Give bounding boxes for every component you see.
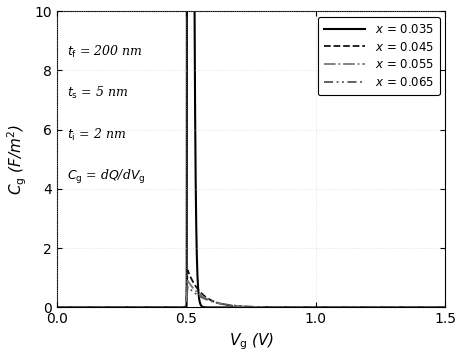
- $x$ = 0.065: [289, 305, 295, 309]
- Text: $t_\mathrm{s}$ = 5 nm: $t_\mathrm{s}$ = 5 nm: [67, 85, 128, 101]
- $x$ = 0.045: [289, 305, 295, 310]
- $x$ = 0.045: [238, 304, 243, 309]
- $x$ = 0.065: [54, 305, 60, 310]
- $x$ = 0.045: [332, 305, 338, 310]
- $x$ = 0.055: [304, 305, 309, 310]
- $x$ = 0.055: [443, 305, 448, 310]
- $x$ = 0.045: [151, 305, 157, 310]
- Text: $t_\mathrm{f}$ = 200 nm: $t_\mathrm{f}$ = 200 nm: [67, 44, 143, 60]
- $x$ = 0.035: [238, 305, 243, 310]
- $x$ = 0.035: [332, 305, 338, 310]
- $x$ = 0.055: [418, 305, 423, 310]
- $x$ = 0.055: [185, 279, 190, 283]
- $x$ = 0.055: [151, 305, 157, 310]
- $x$ = 0.035: [289, 305, 295, 310]
- Y-axis label: $C_\mathrm{g}$ (F/m$^2$): $C_\mathrm{g}$ (F/m$^2$): [6, 124, 29, 195]
- $x$ = 0.065: [304, 305, 309, 310]
- Text: $t_\mathrm{i}$ = 2 nm: $t_\mathrm{i}$ = 2 nm: [67, 127, 126, 143]
- $x$ = 0.065: [151, 305, 157, 310]
- $x$ = 0.045: [418, 305, 423, 310]
- $x$ = 0.055: [238, 304, 243, 309]
- $x$ = 0.035: [304, 305, 309, 310]
- Line: $x$ = 0.055: $x$ = 0.055: [57, 281, 445, 308]
- $x$ = 0.065: [332, 305, 338, 310]
- $x$ = 0.065: [238, 304, 243, 308]
- $x$ = 0.055: [289, 305, 295, 310]
- $x$ = 0.035: [54, 305, 60, 310]
- Text: $C_\mathrm{g}$ = d$Q$/d$V_\mathrm{g}$: $C_\mathrm{g}$ = d$Q$/d$V_\mathrm{g}$: [67, 168, 146, 186]
- $x$ = 0.045: [443, 305, 448, 310]
- $x$ = 0.035: [151, 305, 157, 310]
- X-axis label: $V_\mathrm{g}$ (V): $V_\mathrm{g}$ (V): [229, 332, 274, 352]
- Line: $x$ = 0.045: $x$ = 0.045: [57, 270, 445, 308]
- $x$ = 0.045: [185, 268, 190, 272]
- $x$ = 0.045: [54, 305, 60, 310]
- $x$ = 0.065: [418, 305, 423, 310]
- Line: $x$ = 0.065: $x$ = 0.065: [57, 287, 445, 308]
- Legend: $x$ = 0.035, $x$ = 0.045, $x$ = 0.055, $x$ = 0.065: $x$ = 0.035, $x$ = 0.045, $x$ = 0.055, $…: [318, 17, 439, 95]
- $x$ = 0.065: [185, 285, 190, 289]
- Line: $x$ = 0.035: $x$ = 0.035: [57, 0, 445, 308]
- $x$ = 0.035: [443, 305, 448, 310]
- $x$ = 0.045: [304, 305, 309, 310]
- $x$ = 0.035: [418, 305, 423, 310]
- $x$ = 0.055: [332, 305, 338, 310]
- $x$ = 0.065: [443, 305, 448, 310]
- $x$ = 0.055: [54, 305, 60, 310]
